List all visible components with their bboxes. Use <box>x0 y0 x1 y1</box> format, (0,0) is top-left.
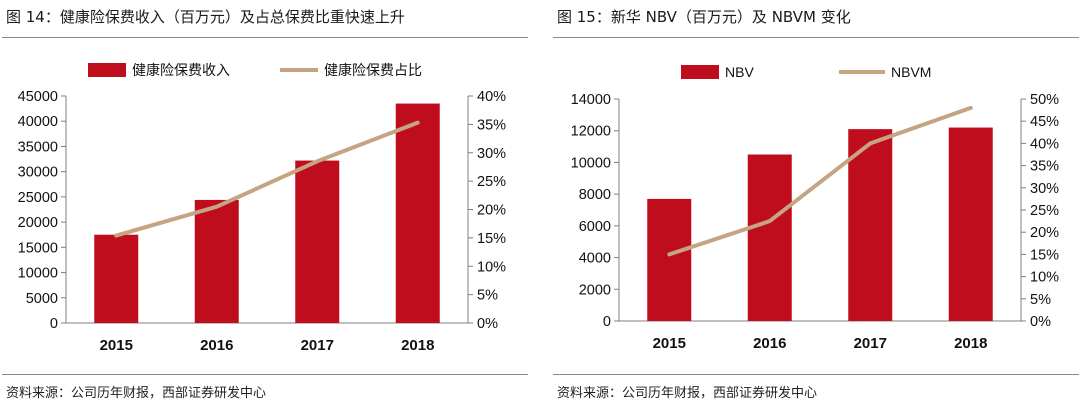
legend-label-line: NBVM <box>891 64 931 80</box>
y-tick-label-right: 10% <box>1030 270 1059 286</box>
x-tick-label: 2017 <box>301 337 334 354</box>
y-tick-label-left: 10000 <box>18 266 58 282</box>
y-tick-label-right: 30% <box>477 146 506 162</box>
x-tick-label: 2016 <box>200 337 233 354</box>
y-tick-label-right: 10% <box>477 259 506 275</box>
y-tick-label-left: 12000 <box>571 124 611 140</box>
chart-health-premium: 0 5000 10000 15000 20000 25000 30000 35000 40000… <box>18 62 506 354</box>
y-tick-label-right: 45% <box>1030 114 1059 130</box>
y-tick-label-left: 0 <box>603 314 611 330</box>
y-tick-label-left: 15000 <box>18 240 58 256</box>
source-note: 资料来源：公司历年财报，西部证券研发中心 <box>557 386 818 401</box>
y-tick-label-left: 25000 <box>18 190 58 206</box>
bar-2016 <box>194 199 239 323</box>
y-tick-label-right: 15% <box>1030 247 1059 263</box>
figure-14: 图 14：健康险保费收入（百万元）及占总保费比重快速上升 0 5000 10000 1… <box>2 0 528 405</box>
figure-title: 图 15：新华 NBV（百万元）及 NBVM 变化 <box>557 8 851 26</box>
title-divider <box>2 37 528 38</box>
y-tick-label-left: 2000 <box>579 282 611 298</box>
y-tick-label-right: 25% <box>477 174 506 190</box>
x-tick-label: 2017 <box>854 335 887 352</box>
y-tick-label-right: 15% <box>477 231 506 247</box>
line-健康险保费占比 <box>114 120 420 238</box>
y-tick-label-left: 8000 <box>579 187 611 203</box>
y-tick-label-right: 5% <box>477 288 498 304</box>
y-tick-label-left: 45000 <box>18 89 58 105</box>
legend-swatch-bar <box>88 63 126 77</box>
y-tick-label-right: 25% <box>1030 203 1059 219</box>
y-tick-label-left: 35000 <box>18 139 58 155</box>
y-tick-label-left: 30000 <box>18 165 58 181</box>
x-tick-label: 2015 <box>100 337 133 354</box>
bar-2018 <box>948 127 993 322</box>
legend-label-bar: NBV <box>725 64 754 80</box>
figure-15: 图 15：新华 NBV（百万元）及 NBVM 变化 0 2000 4000 6000 8… <box>553 0 1079 405</box>
y-tick-label-right: 40% <box>1030 136 1059 152</box>
y-tick-label-right: 0% <box>477 316 498 332</box>
title-divider <box>553 37 1079 38</box>
bar-2018 <box>395 103 440 323</box>
y-tick-label-left: 10000 <box>571 155 611 171</box>
y-tick-label-left: 0 <box>50 316 58 332</box>
bar-2017 <box>848 129 893 321</box>
bar-2015 <box>647 198 692 321</box>
source-note: 资料来源：公司历年财报，西部证券研发中心 <box>6 386 267 401</box>
legend-swatch-bar <box>681 65 719 79</box>
source-divider <box>553 374 1079 375</box>
y-tick-label-right: 20% <box>477 203 506 219</box>
y-tick-label-left: 5000 <box>26 291 58 307</box>
y-tick-label-right: 20% <box>1030 225 1059 241</box>
y-tick-label-left: 20000 <box>18 215 58 231</box>
y-tick-label-left: 40000 <box>18 114 58 130</box>
line-NBVM <box>667 105 973 257</box>
y-tick-label-right: 30% <box>1030 181 1059 197</box>
y-tick-label-left: 14000 <box>571 92 611 108</box>
y-tick-label-right: 5% <box>1030 292 1051 308</box>
figure-title: 图 14：健康险保费收入（百万元）及占总保费比重快速上升 <box>6 8 405 26</box>
y-tick-label-right: 40% <box>477 89 506 105</box>
bar-2016 <box>747 154 792 321</box>
legend-label-line: 健康险保费占比 <box>324 62 422 78</box>
y-tick-label-right: 35% <box>477 117 506 133</box>
legend-label-bar: 健康险保费收入 <box>132 62 230 78</box>
x-tick-label: 2015 <box>653 335 686 352</box>
x-tick-label: 2018 <box>954 335 987 352</box>
x-tick-label: 2016 <box>753 335 786 352</box>
bar-2017 <box>295 160 340 323</box>
chart-nbv-nbvm: 0 2000 4000 6000 8000 10000 12000 14000 0% 5% 10% 1… <box>571 64 1059 352</box>
bar-2015 <box>94 234 139 323</box>
y-tick-label-right: 0% <box>1030 314 1051 330</box>
x-tick-label: 2018 <box>401 337 434 354</box>
y-tick-label-right: 50% <box>1030 92 1059 108</box>
y-tick-label-left: 4000 <box>579 251 611 267</box>
y-tick-label-left: 6000 <box>579 219 611 235</box>
y-tick-label-right: 35% <box>1030 159 1059 175</box>
source-divider <box>2 374 528 375</box>
